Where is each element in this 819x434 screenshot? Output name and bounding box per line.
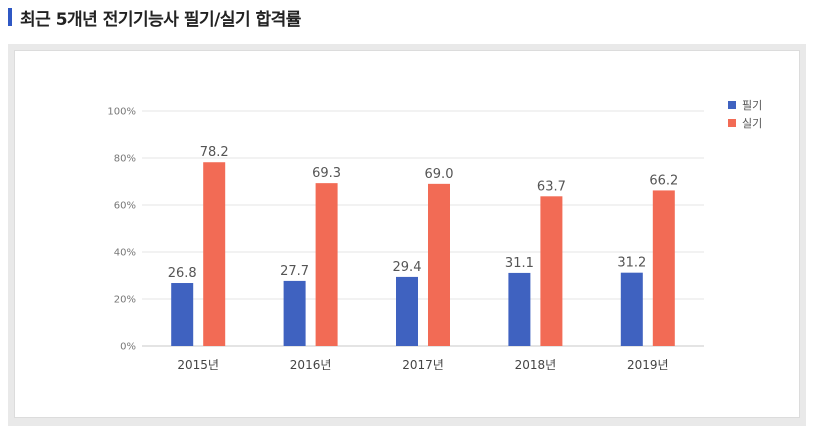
- bar-practical: [652, 190, 675, 346]
- data-label: 66.2: [649, 173, 678, 188]
- legend-swatch: [728, 119, 736, 127]
- x-tick-label: 2017년: [402, 358, 444, 372]
- data-label: 78.2: [200, 145, 229, 160]
- bar-written: [396, 276, 418, 346]
- heading-accent-bar: [8, 8, 12, 26]
- page-heading: 최근 5개년 전기기능사 필기/실기 합격률: [8, 6, 301, 30]
- data-label: 31.1: [505, 256, 534, 271]
- y-tick-label: 0%: [120, 342, 136, 353]
- data-label: 29.4: [393, 260, 422, 275]
- bar-written: [508, 272, 531, 346]
- bar-chart: 0% 20% 40% 60% 80% 100% 26.8 78.2 27.7 69.3 29.4 6…: [107, 99, 762, 372]
- legend-swatch: [728, 101, 736, 109]
- bar-written: [171, 283, 194, 346]
- x-tick-label: 2018년: [515, 358, 557, 372]
- legend-label: 필기: [742, 99, 762, 112]
- data-label: 26.8: [168, 266, 197, 281]
- data-label: 63.7: [537, 179, 566, 194]
- bars: [171, 162, 675, 346]
- grid-lines: [142, 110, 704, 347]
- data-label: 31.2: [617, 256, 646, 271]
- bar-written: [283, 280, 306, 346]
- x-tick-label: 2019년: [627, 358, 669, 372]
- bar-practical: [540, 196, 563, 346]
- chart-panel: 0% 20% 40% 60% 80% 100% 26.8 78.2 27.7 69.3 29.4 6…: [14, 50, 800, 418]
- y-tick-label: 60%: [114, 201, 136, 212]
- y-tick-label: 40%: [114, 248, 136, 259]
- bar-practical: [315, 183, 338, 346]
- bar-practical: [428, 183, 450, 346]
- data-label: 27.7: [280, 264, 309, 279]
- legend-label: 실기: [742, 117, 762, 130]
- x-tick-label: 2016년: [290, 358, 332, 372]
- y-tick-label: 80%: [114, 154, 136, 165]
- y-tick-label: 100%: [107, 107, 136, 118]
- data-label: 69.0: [425, 167, 454, 182]
- data-label: 69.3: [312, 166, 341, 181]
- data-labels: 26.8 78.2 27.7 69.3 29.4 69.0 31.1 63.7 31.2 66.2: [168, 145, 679, 281]
- y-axis-ticks: 0% 20% 40% 60% 80% 100%: [107, 107, 136, 353]
- page-title: 최근 5개년 전기기능사 필기/실기 합격률: [20, 9, 301, 30]
- bar-practical: [203, 162, 226, 346]
- y-tick-label: 20%: [114, 295, 136, 306]
- x-axis-ticks: 2015년 2016년 2017년 2018년 2019년: [177, 358, 668, 372]
- bar-written: [620, 272, 643, 346]
- x-tick-label: 2015년: [177, 358, 219, 372]
- chart-frame: 0% 20% 40% 60% 80% 100% 26.8 78.2 27.7 69.3 29.4 6…: [8, 44, 806, 426]
